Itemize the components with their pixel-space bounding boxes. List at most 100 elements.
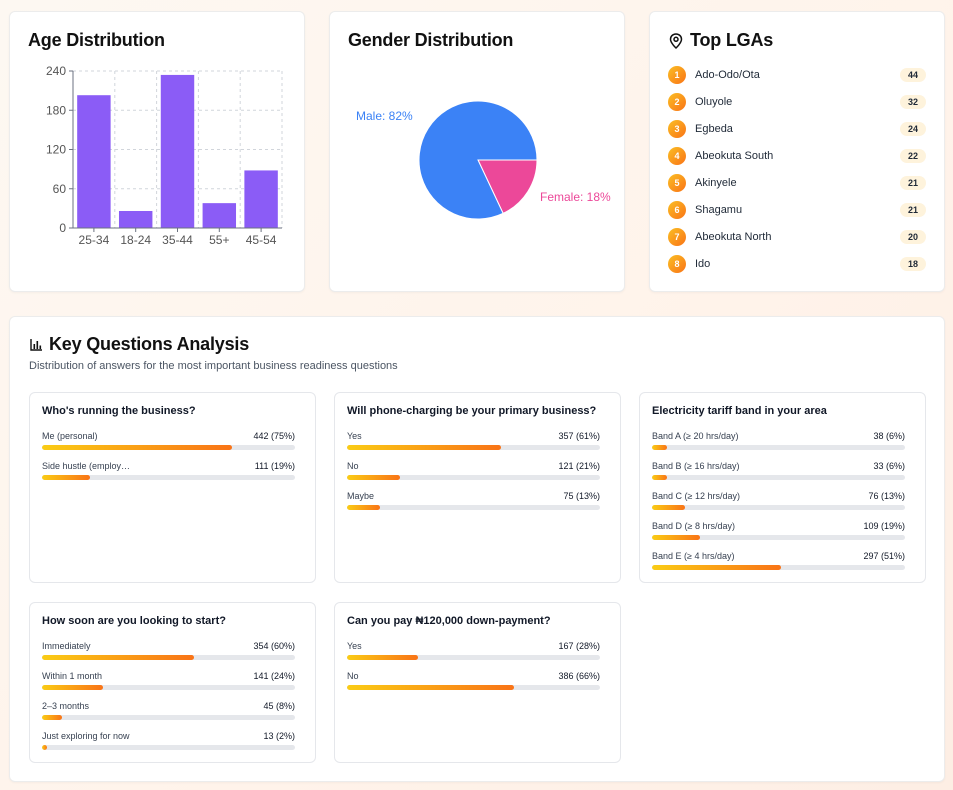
lga-count-badge: 21 bbox=[900, 176, 926, 190]
answer-value: 357 (61%) bbox=[558, 431, 600, 441]
lga-name: Akinyele bbox=[695, 177, 737, 189]
answer-value: 109 (19%) bbox=[863, 521, 905, 531]
x-tick-label: 35-44 bbox=[162, 233, 193, 247]
lga-count-badge: 18 bbox=[900, 257, 926, 271]
lga-row: 5 Akinyele 21 bbox=[668, 173, 926, 193]
answer-progress-track bbox=[347, 505, 600, 510]
answer-progress-track bbox=[42, 745, 295, 750]
answer-progress-track bbox=[347, 475, 600, 480]
age-bar-chart: 0 60 120 180 240 25-34 18-24 35-44 55+ 45-54 bbox=[46, 64, 283, 247]
answer-label: Band D (≥ 8 hrs/day) bbox=[652, 521, 735, 531]
y-tick-label: 120 bbox=[46, 143, 66, 157]
x-tick-label: 45-54 bbox=[246, 233, 277, 247]
answer-row: Maybe 75 (13%) bbox=[347, 491, 600, 517]
answer-value: 38 (6%) bbox=[873, 431, 905, 441]
answer-label: Yes bbox=[347, 641, 362, 651]
age-bar-18-24 bbox=[118, 210, 153, 228]
question-card: Can you pay ₦120,000 down-payment? Yes 167… bbox=[334, 602, 621, 763]
answer-progress-track bbox=[42, 445, 295, 450]
age-bar-35-44 bbox=[160, 74, 195, 228]
x-tick-label: 25-34 bbox=[79, 233, 110, 247]
question-card: Will phone-charging be your primary busi… bbox=[334, 392, 621, 583]
answer-progress-track bbox=[652, 475, 905, 480]
age-bar-25-34 bbox=[77, 95, 111, 229]
lga-name: Abeokuta North bbox=[695, 231, 772, 243]
answer-progress-fill bbox=[652, 565, 782, 570]
answer-progress-track bbox=[42, 685, 295, 690]
answer-row: Yes 357 (61%) bbox=[347, 431, 600, 457]
answer-label: No bbox=[347, 461, 359, 471]
male-label: Male: 82% bbox=[356, 109, 413, 123]
age-bar-55+ bbox=[202, 203, 237, 228]
answer-progress-fill bbox=[347, 445, 502, 450]
answer-value: 76 (13%) bbox=[868, 491, 905, 501]
answer-row: Yes 167 (28%) bbox=[347, 641, 600, 667]
answer-value: 354 (60%) bbox=[253, 641, 295, 651]
answer-row: 2–3 months 45 (8%) bbox=[42, 701, 295, 727]
answer-label: Band E (≥ 4 hrs/day) bbox=[652, 551, 735, 561]
answer-label: Me (personal) bbox=[42, 431, 98, 441]
answer-label: Band A (≥ 20 hrs/day) bbox=[652, 431, 739, 441]
answer-value: 13 (2%) bbox=[263, 731, 295, 741]
answer-row: No 121 (21%) bbox=[347, 461, 600, 487]
answer-value: 141 (24%) bbox=[253, 671, 295, 681]
question-title: How soon are you looking to start? bbox=[42, 615, 226, 627]
lga-rank-badge: 1 bbox=[668, 66, 686, 84]
pie-slice-female bbox=[477, 159, 538, 215]
lga-count-badge: 32 bbox=[900, 95, 926, 109]
answer-label: Side hustle (employ… bbox=[42, 461, 131, 471]
top-lgas-card: Top LGAs 1 Ado-Odo/Ota 44 2 Oluyole 32 3 Egbeda… bbox=[649, 11, 945, 292]
question-card: Electricity tariff band in your area Band… bbox=[639, 392, 926, 583]
answer-label: Immediately bbox=[42, 641, 91, 651]
answer-row: Me (personal) 442 (75%) bbox=[42, 431, 295, 457]
lga-name: Oluyole bbox=[695, 96, 733, 108]
top-lgas-title: Top LGAs bbox=[690, 30, 774, 50]
answer-value: 442 (75%) bbox=[253, 431, 295, 441]
answer-progress-fill bbox=[347, 685, 514, 690]
answer-row: Band E (≥ 4 hrs/day) 297 (51%) bbox=[652, 551, 905, 577]
answer-value: 45 (8%) bbox=[263, 701, 295, 711]
lga-rank-badge: 7 bbox=[668, 228, 686, 246]
lga-count-badge: 21 bbox=[900, 203, 926, 217]
lga-rank-badge: 4 bbox=[668, 147, 686, 165]
gender-pie-chart: Male: 82% Female: 18% bbox=[356, 100, 611, 220]
answer-value: 386 (66%) bbox=[558, 671, 600, 681]
gender-distribution-title: Gender Distribution bbox=[348, 30, 514, 50]
y-tick-label: 180 bbox=[46, 103, 66, 117]
answer-progress-fill bbox=[42, 685, 103, 690]
answer-progress-fill bbox=[347, 505, 380, 510]
answer-progress-track bbox=[347, 685, 600, 690]
answer-label: Band C (≥ 12 hrs/day) bbox=[652, 491, 740, 501]
answer-value: 33 (6%) bbox=[873, 461, 905, 471]
answer-row: Immediately 354 (60%) bbox=[42, 641, 295, 667]
answer-row: Band C (≥ 12 hrs/day) 76 (13%) bbox=[652, 491, 905, 517]
answer-progress-track bbox=[42, 715, 295, 720]
answer-progress-fill bbox=[347, 475, 401, 480]
answer-row: Just exploring for now 13 (2%) bbox=[42, 731, 295, 757]
answer-progress-track bbox=[652, 535, 905, 540]
lga-name: Abeokuta South bbox=[695, 150, 774, 162]
answer-value: 167 (28%) bbox=[558, 641, 600, 651]
age-distribution-title: Age Distribution bbox=[28, 30, 165, 50]
y-tick-label: 60 bbox=[53, 182, 67, 196]
lga-count-badge: 22 bbox=[900, 149, 926, 163]
answer-progress-fill bbox=[42, 445, 232, 450]
y-tick-label: 0 bbox=[59, 221, 66, 235]
question-title: Will phone-charging be your primary busi… bbox=[347, 405, 597, 417]
answer-row: Within 1 month 141 (24%) bbox=[42, 671, 295, 697]
lga-row: 4 Abeokuta South 22 bbox=[668, 146, 926, 166]
question-card: How soon are you looking to start? Immedi… bbox=[29, 602, 316, 763]
answer-progress-fill bbox=[42, 475, 91, 480]
lga-rank-badge: 2 bbox=[668, 93, 686, 111]
x-tick-label: 55+ bbox=[209, 233, 229, 247]
answer-progress-track bbox=[42, 475, 295, 480]
answer-progress-fill bbox=[42, 715, 63, 720]
answer-row: Side hustle (employ… 111 (19%) bbox=[42, 461, 295, 487]
answer-progress-track bbox=[347, 445, 600, 450]
female-label: Female: 18% bbox=[540, 190, 611, 204]
lga-name: Ido bbox=[695, 258, 711, 270]
lga-rank-badge: 8 bbox=[668, 255, 686, 273]
answer-progress-fill bbox=[347, 655, 418, 660]
lga-name: Egbeda bbox=[695, 123, 733, 135]
answer-row: No 386 (66%) bbox=[347, 671, 600, 697]
